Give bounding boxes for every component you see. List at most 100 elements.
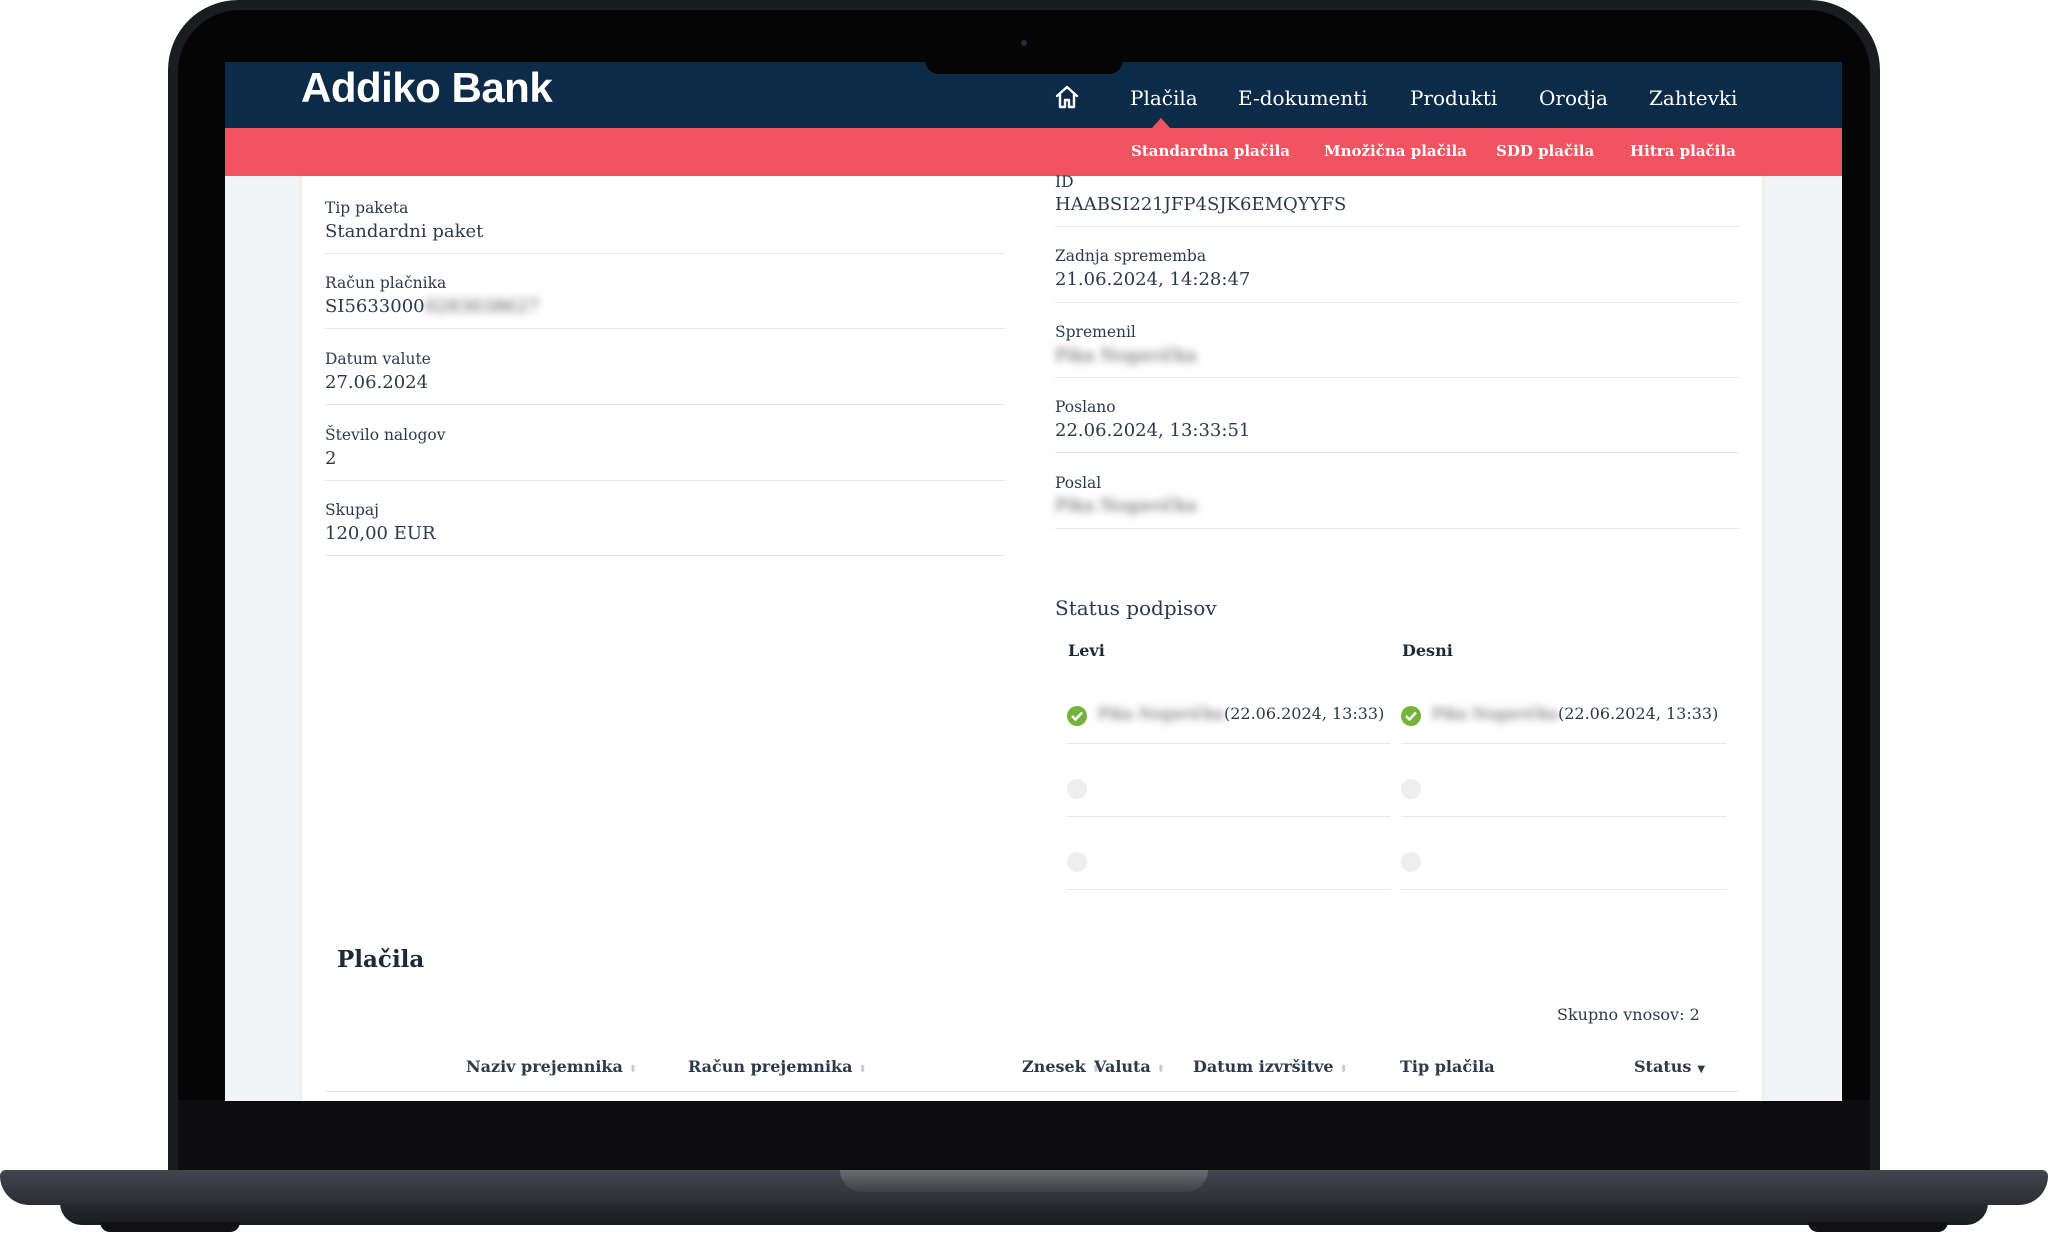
divider [1055,452,1739,453]
divider [1401,743,1726,744]
column-naziv-prejemnika[interactable]: Naziv prejemnika ⬍ [466,1057,637,1076]
divider [325,328,1005,329]
column-znesek[interactable]: Znesek ⬍ [1022,1057,1100,1076]
column-label: Znesek [1022,1057,1086,1076]
signature-right-1: Pika Nogavička(22.06.2024, 13:33) [1432,704,1718,723]
field-value-poslano: 22.06.2024, 13:33:51 [1055,420,1251,441]
signer-name: Pika Nogavička [1432,704,1558,723]
field-label-racun-placnika: Račun plačnika [325,274,447,292]
field-label-poslal: Poslal [1055,474,1102,492]
home-icon[interactable] [1054,84,1080,110]
sort-icon: ⬍ [628,1064,638,1075]
column-label: Račun prejemnika [688,1057,853,1076]
field-value-id: HAABSI221JFP4SJK6EMQYYFS [1055,194,1347,215]
field-label-skupaj: Skupaj [325,501,379,519]
field-value-skupaj: 120,00 EUR [325,523,436,544]
column-tip-placila[interactable]: Tip plačila [1400,1057,1495,1076]
subnav-standardna-placila[interactable]: Standardna plačila [1131,142,1290,160]
laptop-base-bottom [60,1203,1988,1225]
divider [325,404,1005,405]
field-label-datum-valute: Datum valute [325,350,431,368]
field-value-poslal: Pika Nogavička [1055,495,1197,516]
field-label-poslano: Poslano [1055,398,1116,416]
column-status[interactable]: Status ▼ [1634,1057,1705,1076]
divider [1055,377,1739,378]
sub-navigation: Standardna plačila Množična plačila SDD … [225,128,1842,176]
column-label: Status [1634,1057,1692,1076]
column-racun-prejemnika[interactable]: Račun prejemnika ⬍ [688,1057,867,1076]
field-value-zadnja-sprememba: 21.06.2024, 14:28:47 [1055,269,1251,290]
payments-total: Skupno vnosov: 2 [1557,1005,1700,1024]
signatures-title: Status podpisov [1055,596,1217,620]
divider [1401,816,1726,817]
total-label: Skupno vnosov: [1557,1005,1685,1024]
laptop-foot-left [100,1222,240,1232]
payments-title: Plačila [337,946,425,973]
empty-signature-icon [1067,852,1087,872]
divider [1067,816,1390,817]
field-value-tip-paketa: Standardni paket [325,221,484,242]
column-label: Tip plačila [1400,1057,1495,1076]
field-label-id: ID [1055,173,1074,191]
nav-orodja[interactable]: Orodja [1539,86,1608,110]
laptop-chin [178,1100,1870,1170]
field-value-spremenil: Pika Nogavička [1055,345,1197,366]
sort-desc-icon: ▼ [1697,1064,1706,1075]
signatures-right-title: Desni [1402,641,1453,660]
nav-produkti[interactable]: Produkti [1410,86,1498,110]
column-datum-izvrsitve[interactable]: Datum izvršitve ⬍ [1193,1057,1348,1076]
screen: Addiko Bank Plačila E-dokumenti Produkti… [225,62,1842,1101]
sort-icon: ⬍ [1091,1064,1101,1075]
divider [325,555,1005,556]
total-value: 2 [1689,1005,1700,1024]
brand-logo[interactable]: Addiko Bank [301,64,553,111]
subnav-hitra-placila[interactable]: Hitra plačila [1630,142,1736,160]
sort-icon: ⬍ [858,1064,867,1075]
account-blurred: 0283038627 [424,296,540,317]
signer-name: Pika Nogavička [1098,704,1224,723]
column-label: Valuta [1094,1057,1151,1076]
camera-notch [925,60,1123,74]
field-label-zadnja-sprememba: Zadnja sprememba [1055,247,1207,265]
column-label: Naziv prejemnika [466,1057,623,1076]
content-panel: Tip paketa Standardni paket Račun plačni… [302,173,1762,1101]
signature-time: (22.06.2024, 13:33) [1223,704,1385,723]
column-label: Datum izvršitve [1193,1057,1334,1076]
empty-signature-icon [1401,852,1421,872]
active-nav-indicator [1152,118,1170,128]
divider [1055,226,1739,227]
check-circle-icon [1067,706,1087,726]
field-value-datum-valute: 27.06.2024 [325,372,429,393]
camera-icon [1021,40,1027,46]
divider [1067,743,1390,744]
field-label-stevilo-nalogov: Število nalogov [325,426,446,444]
sort-icon: ⬍ [1339,1064,1348,1075]
field-label-tip-paketa: Tip paketa [325,199,409,217]
field-value-stevilo-nalogov: 2 [325,448,337,469]
divider [325,480,1005,481]
field-label-spremenil: Spremenil [1055,323,1136,341]
account-prefix: SI5633000 [325,296,425,317]
table-header-divider [325,1091,1739,1092]
nav-zahtevki[interactable]: Zahtevki [1649,86,1738,110]
nav-e-dokumenti[interactable]: E-dokumenti [1238,86,1368,110]
divider [1055,528,1739,529]
empty-signature-icon [1067,779,1087,799]
signatures-left-title: Levi [1068,641,1105,660]
signature-left-1: Pika Nogavička(22.06.2024, 13:33) [1098,704,1384,723]
signature-time: (22.06.2024, 13:33) [1557,704,1719,723]
divider [325,253,1005,254]
column-valuta[interactable]: Valuta ⬍ [1094,1057,1165,1076]
sort-icon: ⬍ [1156,1064,1166,1075]
divider [1055,302,1739,303]
nav-placila[interactable]: Plačila [1130,86,1198,110]
empty-signature-icon [1401,779,1421,799]
subnav-mnozicna-placila[interactable]: Množična plačila [1324,142,1467,160]
field-value-racun-placnika: SI56330000283038627 [325,296,539,317]
check-circle-icon [1401,706,1421,726]
divider [1401,889,1726,890]
subnav-sdd-placila[interactable]: SDD plačila [1496,142,1595,160]
laptop-foot-right [1808,1222,1948,1232]
laptop-hinge [840,1170,1208,1192]
divider [1067,889,1390,890]
